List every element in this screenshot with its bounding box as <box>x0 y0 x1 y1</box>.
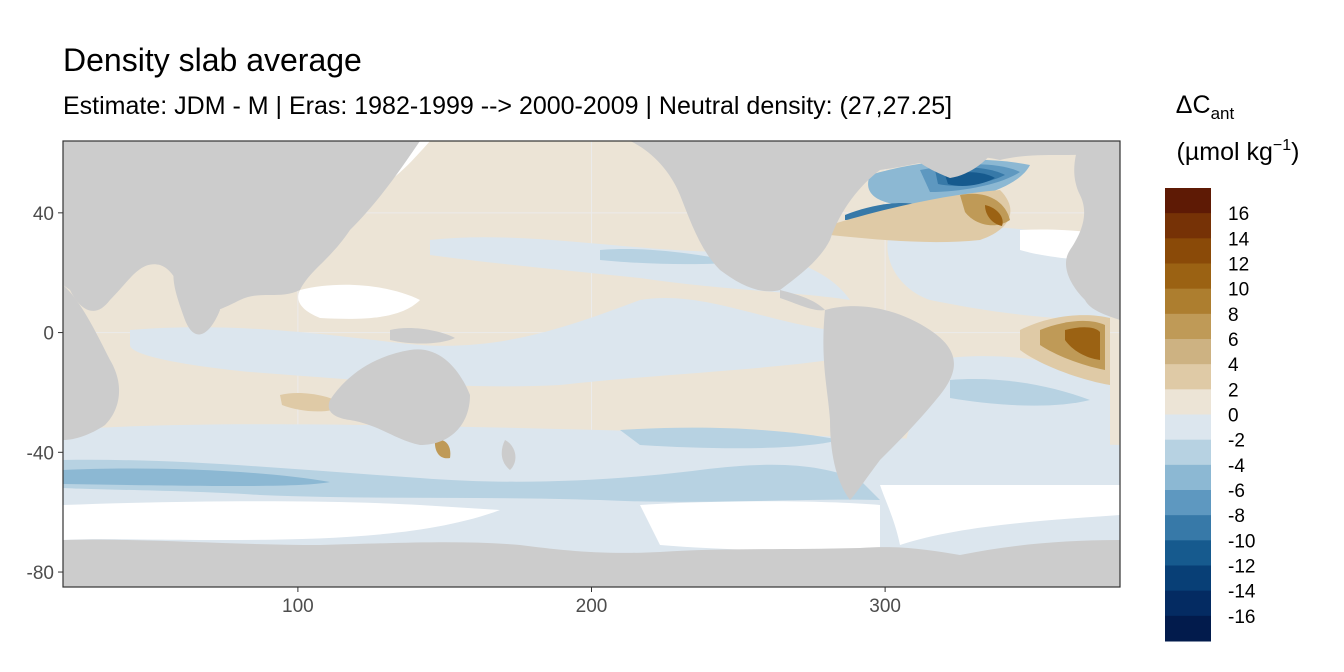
land-south-america <box>823 306 954 500</box>
equatorial-light <box>130 297 830 387</box>
legend-swatch <box>1165 213 1211 239</box>
y-tick-label: -80 <box>27 563 54 584</box>
legend-label: -2 <box>1228 431 1245 452</box>
land-central-america <box>780 290 825 311</box>
legend: ΔCant (µmol kg−1) 16 14 12 10 8 6 4 2 0 -2 -4 -6 -8 -… <box>1165 91 1299 642</box>
legend-label: 0 <box>1228 406 1239 427</box>
legend-title: ΔCant <box>1176 91 1235 123</box>
land-europe-africa-east <box>1065 141 1120 320</box>
legend-labels: 16 14 12 10 8 6 4 2 0 -2 -4 -6 -8 -10 -12 -14 -16 <box>1228 204 1256 628</box>
legend-colorbar <box>1165 188 1211 642</box>
southern-band-blue <box>63 459 880 502</box>
legend-swatch <box>1165 389 1211 415</box>
land-africa-west <box>63 285 120 440</box>
legend-label: 12 <box>1228 255 1249 276</box>
legend-swatch <box>1165 339 1211 365</box>
tasman-brown <box>434 439 451 459</box>
legend-label: 2 <box>1228 380 1239 401</box>
land-australia <box>328 349 470 445</box>
southern-band-blue2 <box>63 468 330 486</box>
x-tick-label: 200 <box>576 596 608 617</box>
legend-swatch <box>1165 615 1211 642</box>
y-tick-label: 40 <box>33 204 54 225</box>
y-tick-label: 0 <box>43 324 54 345</box>
legend-label: -12 <box>1228 557 1255 578</box>
no-data-indonesia <box>298 284 420 319</box>
legend-swatch <box>1165 364 1211 390</box>
chart-title: Density slab average <box>63 42 362 78</box>
south-atlantic-blue <box>950 379 1090 406</box>
legend-unit: (µmol kg−1) <box>1177 137 1300 166</box>
legend-label: 16 <box>1228 204 1249 225</box>
legend-swatch <box>1165 540 1211 566</box>
legend-label: -4 <box>1228 456 1245 477</box>
legend-swatch <box>1165 490 1211 516</box>
legend-swatch <box>1165 414 1211 441</box>
land-india <box>173 265 220 335</box>
legend-swatch <box>1165 439 1211 466</box>
east-atlantic-brown3 <box>1065 327 1100 360</box>
legend-label: -16 <box>1228 607 1255 628</box>
map-panel <box>63 141 1120 587</box>
legend-label: 6 <box>1228 330 1239 351</box>
land-north-america <box>630 141 1120 292</box>
legend-swatch <box>1165 590 1211 617</box>
chart-subtitle: Estimate: JDM - M | Eras: 1982-1999 --> … <box>63 92 953 120</box>
x-axis: 100 200 300 <box>282 587 901 617</box>
legend-swatch <box>1165 188 1211 214</box>
land-new-guinea <box>390 327 455 344</box>
no-data-southern3 <box>880 485 1120 545</box>
legend-label: 10 <box>1228 280 1249 301</box>
legend-label: -6 <box>1228 481 1245 502</box>
no-data-southern <box>63 501 500 540</box>
land-masses <box>63 141 1120 587</box>
y-axis: 40 0 -40 -80 <box>27 204 63 584</box>
legend-label: -10 <box>1228 531 1255 552</box>
legend-swatch <box>1165 313 1211 340</box>
south-pacific-blue <box>620 427 840 449</box>
x-tick-label: 100 <box>282 596 314 617</box>
legend-label: 4 <box>1228 355 1239 376</box>
legend-label: -14 <box>1228 582 1256 603</box>
land-antarctica <box>63 539 1120 587</box>
legend-swatch <box>1165 288 1211 315</box>
north-atlantic-brown3 <box>985 205 1003 226</box>
north-pacific-blue <box>600 249 740 265</box>
y-tick-label: -40 <box>27 443 54 464</box>
no-data-southern2 <box>640 501 880 551</box>
legend-swatch <box>1165 464 1211 491</box>
x-tick-label: 300 <box>869 596 901 617</box>
land-new-zealand <box>501 440 516 470</box>
legend-swatch <box>1165 263 1211 290</box>
legend-swatch <box>1165 515 1211 541</box>
land-eurasia <box>63 141 420 313</box>
land-greenland <box>900 141 1000 178</box>
legend-swatch <box>1165 238 1211 264</box>
legend-label: -8 <box>1228 506 1245 527</box>
legend-label: 8 <box>1228 305 1239 326</box>
legend-swatch <box>1165 565 1211 592</box>
legend-label: 14 <box>1228 229 1250 250</box>
